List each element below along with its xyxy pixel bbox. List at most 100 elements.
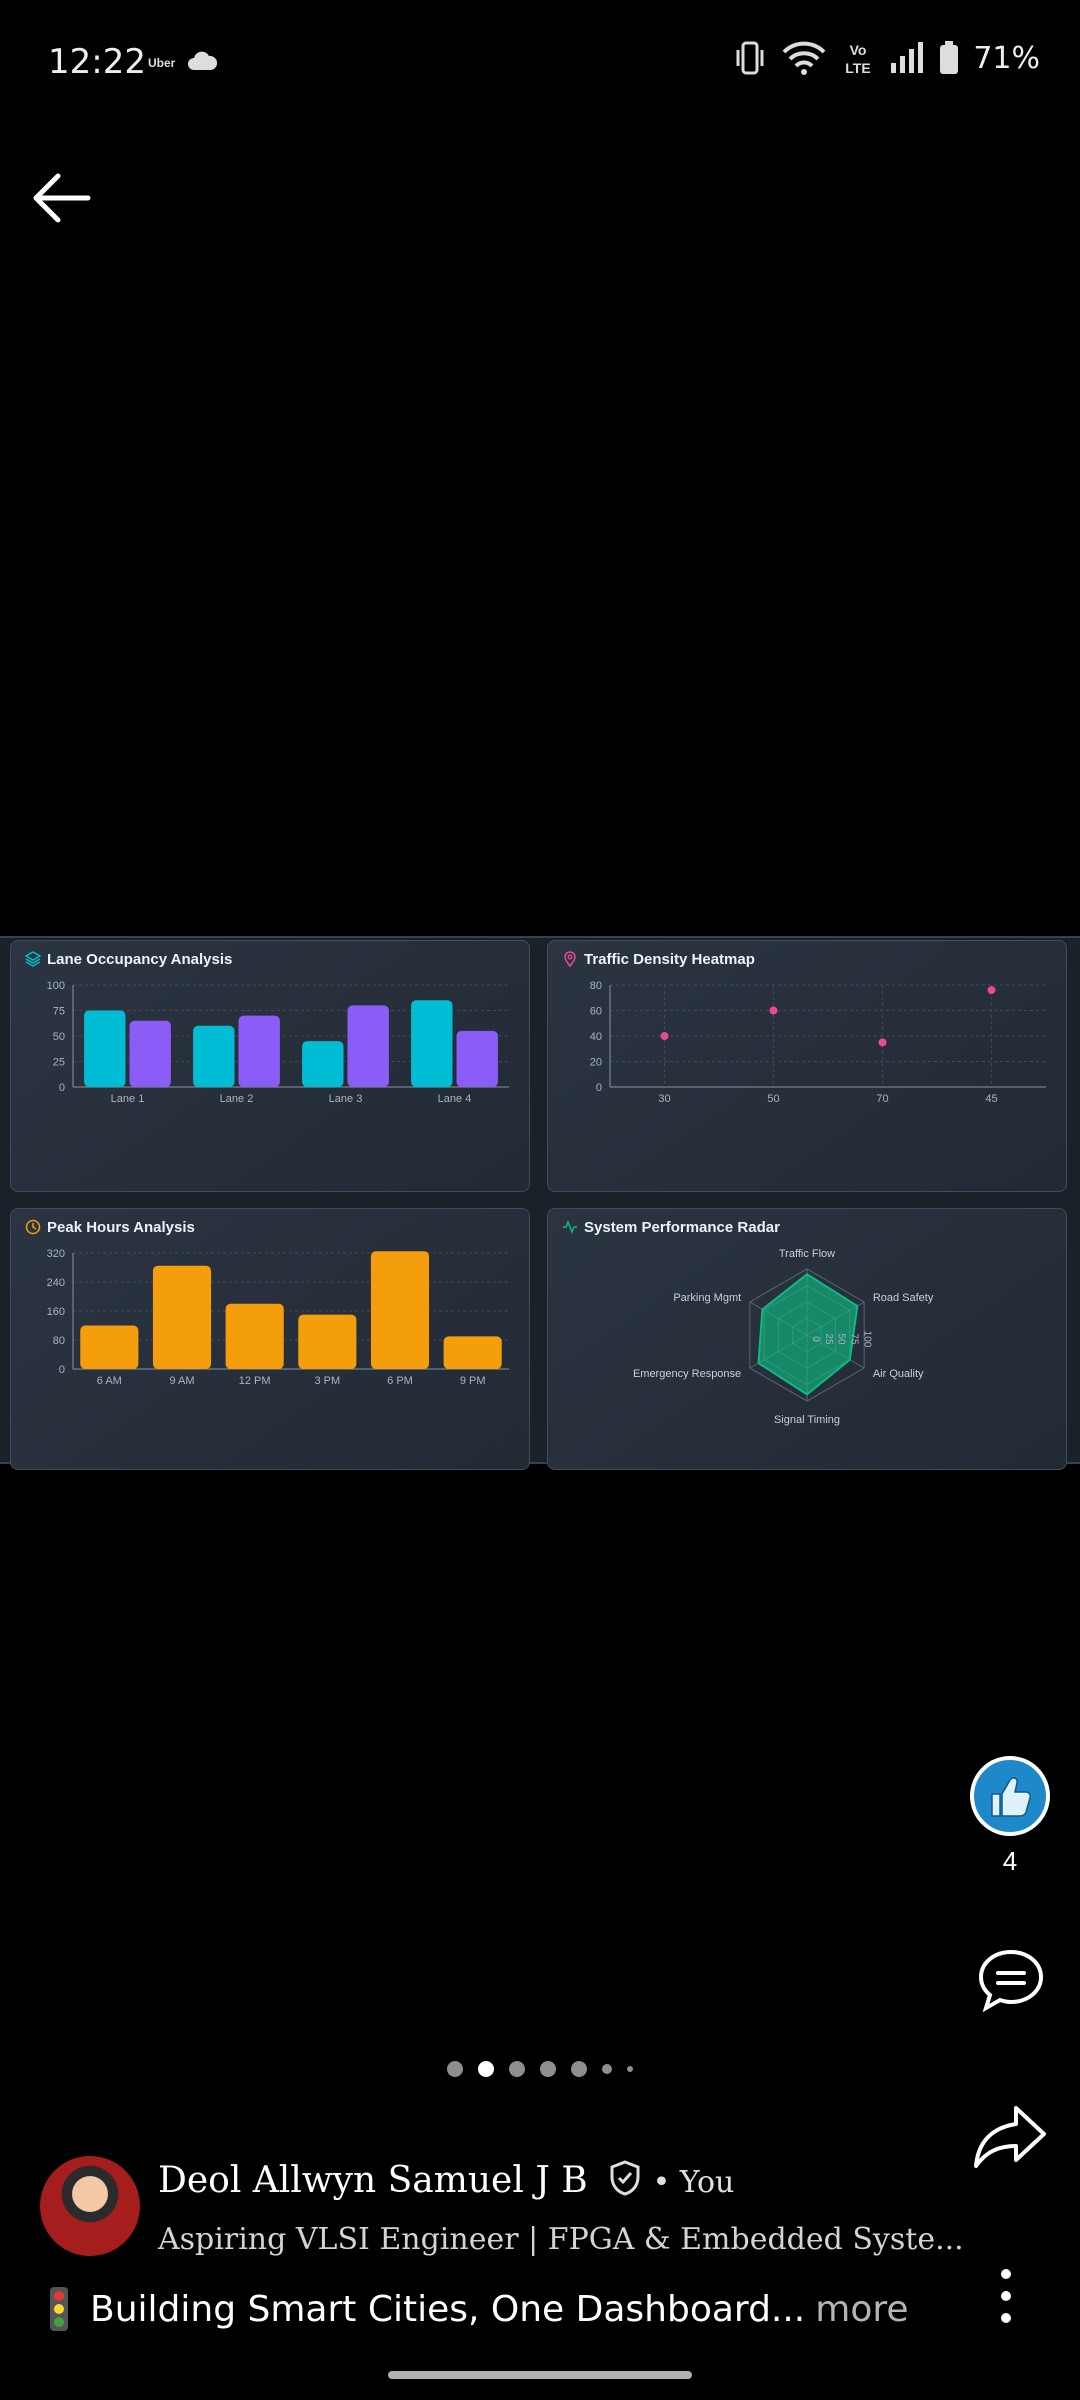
- bar: [84, 1010, 126, 1087]
- svg-text:Vo: Vo: [850, 42, 867, 58]
- radar-axis-label: Emergency Response: [633, 1368, 741, 1380]
- map-pin-icon: [564, 951, 576, 967]
- bar: [370, 1251, 430, 1369]
- system-performance-panel: System Performance Radar 0 25 50 75 100 Traff…: [547, 1208, 1067, 1470]
- bar: [298, 1314, 357, 1369]
- author-name-text[interactable]: Deol Allwyn Samuel J B: [158, 2160, 588, 2201]
- post-caption[interactable]: Building Smart Cities, One Dashboard... m…: [48, 2286, 909, 2332]
- vibrate-icon: [736, 41, 764, 75]
- status-bar: 12:22 Uber Vo LTE 71%: [0, 0, 1080, 130]
- data-point: [878, 1038, 887, 1047]
- x-tick-label: 9 PM: [460, 1375, 486, 1387]
- y-tick-label: 0: [59, 1082, 65, 1094]
- x-tick-label: 30: [658, 1093, 670, 1105]
- like-button[interactable]: [970, 1756, 1050, 1836]
- clock-icon: [25, 1219, 41, 1235]
- byline: • You: [652, 2165, 735, 2200]
- carousel-dot[interactable]: [540, 2061, 556, 2077]
- carousel-dot[interactable]: [602, 2064, 612, 2074]
- x-tick-label: 70: [876, 1093, 888, 1105]
- x-tick-label: 45: [985, 1093, 997, 1105]
- carousel-dot[interactable]: [478, 2061, 494, 2077]
- caption-text: Building Smart Cities, One Dashboard...: [90, 2288, 806, 2330]
- panel-title: Traffic Density Heatmap: [584, 951, 755, 968]
- x-tick-label: 6 AM: [97, 1375, 122, 1387]
- data-point: [660, 1032, 669, 1040]
- x-tick-label: Lane 1: [111, 1093, 145, 1105]
- y-tick-label: 20: [590, 1057, 602, 1069]
- bar: [129, 1020, 171, 1087]
- bar: [80, 1325, 139, 1369]
- carousel-indicator[interactable]: [0, 2061, 1080, 2077]
- activity-icon: [563, 1219, 577, 1235]
- post-image[interactable]: Lane Occupancy Analysis 0 25 50 75 100 Lane 1…: [0, 936, 1080, 1470]
- radial-tick-label: 100: [861, 1331, 872, 1348]
- bar: [443, 1336, 502, 1369]
- y-tick-label: 240: [47, 1277, 65, 1289]
- peak-hours-panel: Peak Hours Analysis 0 80 160 240 320 6 AM 9 AM…: [10, 1208, 530, 1470]
- battery-icon: [940, 41, 959, 74]
- comment-icon[interactable]: [976, 1946, 1046, 2016]
- more-link[interactable]: more: [815, 2288, 909, 2330]
- more-options-icon[interactable]: [998, 2266, 1014, 2326]
- share-icon[interactable]: [972, 2102, 1048, 2172]
- radial-tick-label: 0: [810, 1336, 821, 1342]
- bar: [302, 1041, 344, 1087]
- traffic-light-icon: [50, 2287, 68, 2331]
- y-tick-label: 100: [47, 980, 65, 992]
- y-tick-label: 80: [590, 980, 602, 992]
- x-tick-label: 9 AM: [169, 1375, 194, 1387]
- wifi-icon: [782, 41, 826, 75]
- traffic-density-chart: 0 20 40 60 80 30 50 70 45: [590, 980, 1046, 1105]
- bar: [193, 1025, 235, 1087]
- home-indicator[interactable]: [388, 2371, 692, 2379]
- x-tick-label: Lane 4: [438, 1093, 472, 1105]
- volte-icon: Vo LTE: [846, 42, 871, 76]
- lane-occupancy-panel: Lane Occupancy Analysis 0 25 50 75 100 Lane 1…: [10, 940, 530, 1192]
- panel-title: Peak Hours Analysis: [47, 1219, 195, 1236]
- radar-axis-label: Air Quality: [873, 1368, 924, 1380]
- avatar[interactable]: [40, 2156, 140, 2256]
- y-tick-label: 0: [596, 1082, 602, 1094]
- panel-title: System Performance Radar: [584, 1219, 780, 1236]
- carousel-dot[interactable]: [509, 2061, 525, 2077]
- carousel-dot[interactable]: [627, 2066, 633, 2072]
- status-time: 12:22: [48, 42, 146, 82]
- radar-axis-label: Road Safety: [873, 1292, 934, 1304]
- svg-text:LTE: LTE: [846, 60, 871, 76]
- bar: [152, 1265, 212, 1369]
- thumbs-up-icon: [991, 1777, 1031, 1817]
- signal-icon: [891, 42, 924, 73]
- battery-percent: 71%: [973, 40, 1040, 76]
- y-tick-label: 40: [590, 1031, 602, 1043]
- bar: [411, 1000, 453, 1087]
- author-name[interactable]: Deol Allwyn Samuel J B • You: [158, 2160, 734, 2201]
- layers-icon: [25, 951, 41, 967]
- x-tick-label: 3 PM: [314, 1375, 340, 1387]
- x-tick-label: Lane 3: [329, 1093, 363, 1105]
- y-tick-label: 320: [47, 1248, 65, 1260]
- y-tick-label: 50: [53, 1031, 65, 1043]
- carousel-dot[interactable]: [571, 2061, 587, 2077]
- y-tick-label: 25: [53, 1057, 65, 1069]
- data-point: [769, 1006, 778, 1015]
- x-tick-label: Lane 2: [220, 1093, 254, 1105]
- radial-tick-label: 25: [823, 1333, 834, 1345]
- y-tick-label: 160: [47, 1306, 65, 1318]
- x-tick-label: 12 PM: [239, 1375, 271, 1387]
- y-tick-label: 0: [59, 1364, 65, 1376]
- radial-tick-label: 50: [836, 1333, 847, 1345]
- author-headline: Aspiring VLSI Engineer | FPGA & Embedded…: [158, 2222, 964, 2257]
- y-tick-label: 80: [53, 1335, 65, 1347]
- panel-title: Lane Occupancy Analysis: [47, 951, 233, 968]
- x-tick-label: 6 PM: [387, 1375, 413, 1387]
- post-author[interactable]: Deol Allwyn Samuel J B • You Aspiring VL…: [40, 2156, 964, 2260]
- cloud-icon: [188, 51, 218, 70]
- radar-axis-label: Signal Timing: [774, 1414, 840, 1426]
- carousel-dot[interactable]: [447, 2061, 463, 2077]
- uber-notification-icon: Uber: [148, 56, 176, 70]
- bar: [347, 1005, 389, 1087]
- back-arrow-icon[interactable]: [30, 170, 94, 226]
- radar-axis-label: Parking Mgmt: [673, 1292, 741, 1304]
- verified-shield-icon: [610, 2160, 640, 2196]
